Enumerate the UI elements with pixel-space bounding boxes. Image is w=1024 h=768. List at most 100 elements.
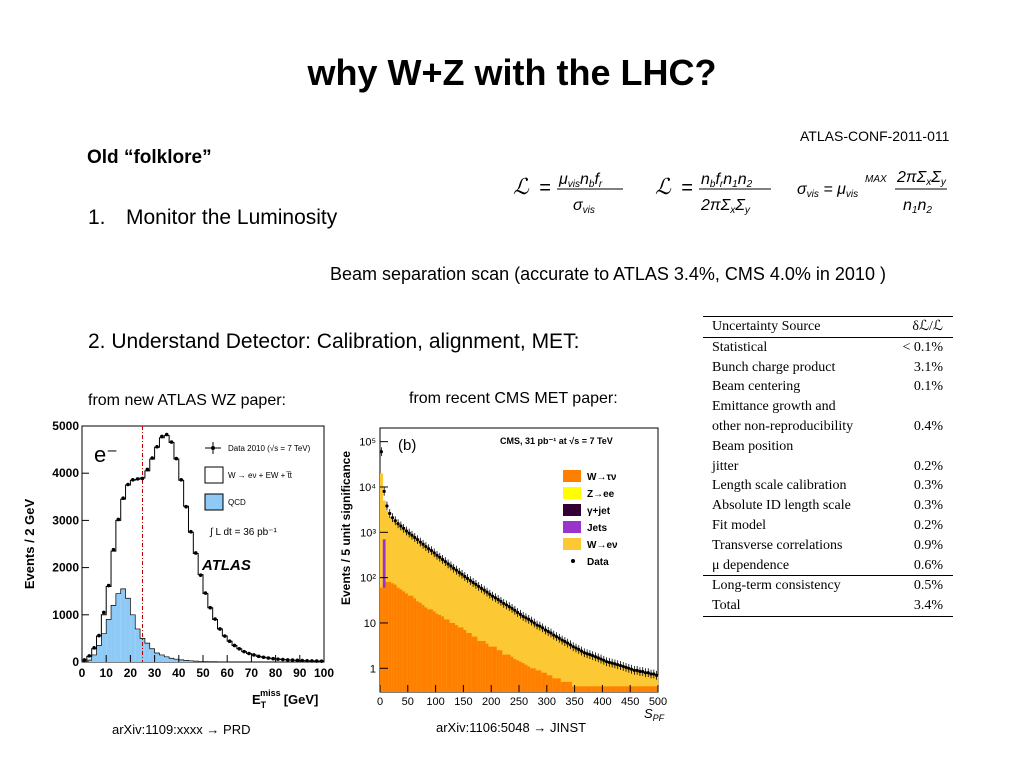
cms-wenu-bar <box>532 623 536 692</box>
atlas-qcd-bar <box>169 658 174 662</box>
atlas-met-chart: 0 10 20 30 40 50 60 70 80 90 100010002000300040005… <box>22 420 334 710</box>
table-cell-value: 0.4% <box>913 418 943 434</box>
cms-wtaunu-bar <box>482 641 486 692</box>
atlas-qcd-bar <box>120 588 126 662</box>
cms-legend-swatch <box>563 504 581 516</box>
table-cell-source: Emittance growth and <box>712 399 836 415</box>
cms-x-tick: 350 <box>565 696 583 708</box>
cms-wenu-bar <box>627 669 631 692</box>
atlas-qcd-bar <box>159 654 165 662</box>
legend-data: Data 2010 (√s = 7 TeV) <box>228 444 311 453</box>
atlas-data-point <box>314 659 319 663</box>
table-row: Bunch charge product 3.1% <box>703 358 953 378</box>
table-cell-value: 0.3% <box>913 478 943 494</box>
cms-wenu-bar <box>605 662 609 692</box>
atlas-qcd-bar <box>106 619 112 662</box>
atlas-y-tick: 4000 <box>52 466 79 480</box>
cms-wtaunu-bar <box>638 686 642 692</box>
cms-wtaunu-bar <box>591 686 595 692</box>
svg-text:=: = <box>539 177 551 199</box>
cms-wtaunu-bar <box>621 686 625 692</box>
cms-wtaunu-bar <box>516 660 520 692</box>
cms-wenu-bar <box>563 642 567 692</box>
table-row: Long-term consistency 0.5% <box>703 575 953 597</box>
atlas-data-point <box>184 504 188 509</box>
cms-wtaunu-bar <box>569 681 573 692</box>
cms-wtaunu-bar <box>466 633 470 692</box>
cms-header: CMS, 31 pb⁻¹ at √s = 7 TeV <box>500 436 613 446</box>
cms-wenu-bar <box>638 671 642 692</box>
cms-wtaunu-bar <box>443 619 448 692</box>
atlas-qcd-bar <box>125 598 131 662</box>
table-cell-value: 0.5% <box>881 575 953 597</box>
atlas-data-point <box>140 476 145 481</box>
cms-wenu-bar <box>527 620 531 692</box>
table-header-source: Uncertainty Source <box>703 316 882 338</box>
cms-wenu-bar <box>507 607 511 692</box>
atlas-data-point <box>247 651 251 656</box>
table-cell-value: 3.1% <box>913 359 943 375</box>
cms-wtaunu-bar <box>485 643 489 692</box>
atlas-x-tick: 10 <box>100 666 114 680</box>
cms-wtaunu-bar <box>546 675 550 692</box>
cms-wtaunu-bar <box>524 664 528 692</box>
atlas-qcd-bar <box>135 628 141 662</box>
cms-wtaunu-bar <box>471 636 475 692</box>
table-row: Fit model 0.2% <box>703 516 953 536</box>
table-row: μ dependence 0.6% <box>703 555 953 577</box>
cms-wtaunu-bar <box>430 609 434 692</box>
atlas-qcd-bar <box>149 648 155 662</box>
atlas-data-point <box>227 639 232 644</box>
atlas-data-point <box>218 627 222 631</box>
cms-x-tick: 400 <box>593 696 611 708</box>
svg-text:σvis = μvis: σvis = μvis <box>797 181 858 200</box>
cms-wtaunu-bar <box>560 681 564 692</box>
cms-wenu-bar <box>485 592 489 692</box>
atlas-x-tick: 20 <box>124 666 138 680</box>
atlas-x-tick: 0 <box>79 666 86 680</box>
legend-qcd-swatch <box>204 493 224 511</box>
atlas-data-point <box>106 583 111 588</box>
cms-wenu-bar <box>544 630 548 692</box>
table-cell-source: other non-reproducibility <box>712 418 854 434</box>
cms-legend-label: W→eν <box>587 540 618 551</box>
cms-x-tick: 100 <box>426 696 444 708</box>
table-row: Length scale calibration 0.3% <box>703 476 953 496</box>
cms-x-tick: 250 <box>510 696 528 708</box>
atlas-data-point <box>276 657 280 661</box>
cms-wenu-bar <box>535 625 539 692</box>
cms-wtaunu-bar <box>496 650 500 692</box>
cms-wtaunu-bar <box>507 654 511 692</box>
cms-wenu-bar <box>516 613 520 692</box>
cms-wenu-bar <box>635 671 639 692</box>
cms-wtaunu-bar <box>577 686 581 692</box>
atlas-data-point <box>145 467 150 472</box>
cms-wtaunu-bar <box>541 672 545 692</box>
atlas-data-point <box>305 658 309 663</box>
atlas-data-point <box>261 655 266 660</box>
cms-x-tick: 450 <box>621 696 639 708</box>
cms-wtaunu-bar <box>463 629 467 692</box>
atlas-paper-caption: from new ATLAS WZ paper: <box>88 392 286 409</box>
cms-legend-label: W→τν <box>587 472 617 483</box>
cms-jets-bar <box>382 539 386 588</box>
atlas-x-tick: 80 <box>269 666 283 680</box>
cms-wenu-bar <box>496 600 500 692</box>
cms-wtaunu-bar <box>574 686 578 692</box>
cms-wtaunu-bar <box>566 681 570 692</box>
cms-wtaunu-bar <box>452 622 456 692</box>
atlas-data-point <box>101 610 106 615</box>
cms-wtaunu-bar <box>652 686 656 692</box>
atlas-data-point <box>285 658 290 662</box>
atlas-x-tick: 70 <box>245 666 259 680</box>
cms-wtaunu-bar <box>596 686 600 692</box>
atlas-data-point <box>116 517 121 522</box>
cms-wenu-bar <box>557 639 561 692</box>
table-cell-value: < 0.1% <box>902 339 943 355</box>
atlas-data-point <box>213 617 217 621</box>
atlas-data-point <box>131 478 135 482</box>
cms-legend-label: γ+jet <box>587 506 611 517</box>
cms-wtaunu-bar <box>527 666 531 692</box>
cms-wenu-bar <box>571 647 575 692</box>
atlas-y-tick: 1000 <box>52 608 79 622</box>
